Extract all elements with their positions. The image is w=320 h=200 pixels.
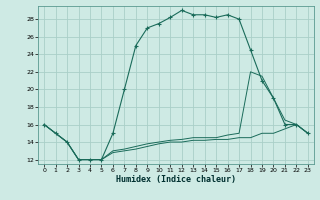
X-axis label: Humidex (Indice chaleur): Humidex (Indice chaleur) — [116, 175, 236, 184]
